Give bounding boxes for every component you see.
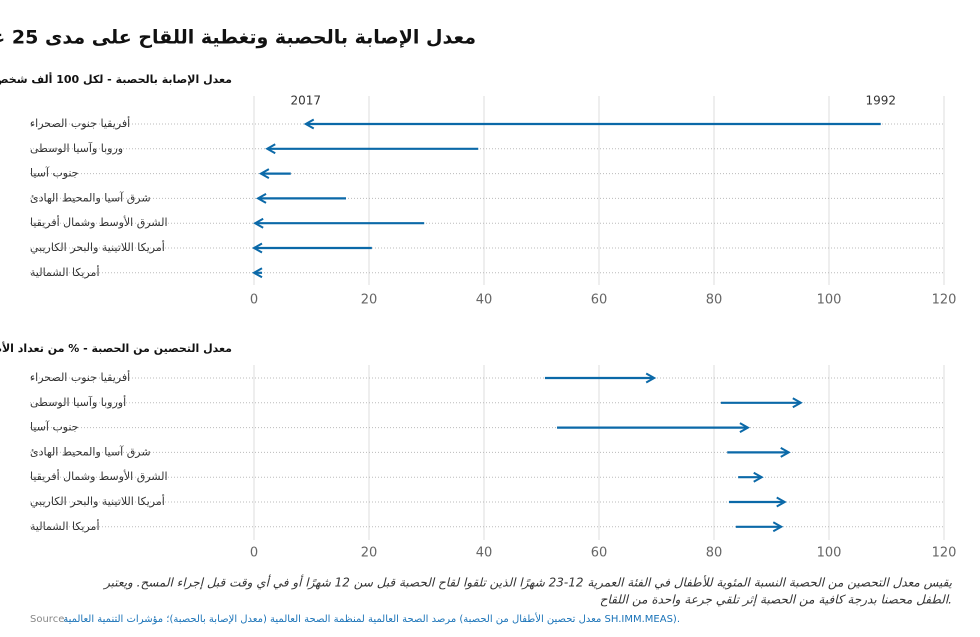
- arrow-head: [251, 242, 263, 254]
- arrow-head: [753, 471, 764, 483]
- x-tick-label: 0: [250, 546, 258, 561]
- category-label: أمريكا اللاتينية والبحر الكاريبي: [30, 494, 165, 508]
- category-label: أمريكا الشمالية: [30, 519, 100, 533]
- arrow-head: [772, 521, 784, 533]
- category-label: أفريقيا جنوب الصحراء: [30, 370, 130, 384]
- footnote: يقيس معدل التحصين من الحصبة النسبة المئو…: [102, 575, 953, 590]
- arrow-head: [265, 143, 276, 155]
- arrow-head: [780, 447, 791, 458]
- arrow-head: [258, 168, 270, 179]
- series-label: 1992: [865, 94, 896, 108]
- x-tick-label: 120: [932, 546, 957, 561]
- arrow-head: [253, 217, 264, 229]
- arrow-head: [776, 496, 787, 508]
- footnote: الطفل محصنا بدرجة كافية من الحصبة إثر تل…: [600, 593, 952, 607]
- category-label: وروبا وآسيا الوسطى: [30, 141, 123, 155]
- category-label: شرق آسيا والمحيط الهادئ: [30, 444, 151, 458]
- source-label: Source:: [30, 614, 68, 625]
- chart-subtitle: معدل الإصابة بالحصبة - لكل 100 ألف شخص: [0, 72, 232, 86]
- page-title: معدل الإصابة بالحصبة وتغطية اللقاح على م…: [0, 27, 476, 49]
- x-tick-label: 20: [361, 546, 378, 561]
- x-tick-label: 40: [476, 293, 493, 308]
- category-label: الشرق الأوسط وشمال أفريقيا: [30, 215, 168, 229]
- category-label: جنوب آسيا: [30, 420, 79, 434]
- series-label: 2017: [290, 94, 321, 108]
- category-label: شرق آسيا والمحيط الهادئ: [30, 190, 151, 204]
- arrow-head: [739, 422, 750, 433]
- category-label: جنوب آسيا: [30, 166, 79, 180]
- x-tick-label: 60: [591, 293, 608, 308]
- category-label: أمريكا الشمالية: [30, 265, 100, 279]
- x-tick-label: 60: [591, 546, 608, 561]
- x-tick-label: 0: [250, 293, 258, 308]
- x-tick-label: 120: [932, 293, 957, 308]
- arrow-head: [792, 397, 803, 409]
- arrow-head: [645, 372, 657, 384]
- category-label: الشرق الأوسط وشمال أفريقيا: [30, 469, 168, 483]
- x-tick-label: 100: [817, 293, 842, 308]
- category-label: أمريكا اللاتينية والبحر الكاريبي: [30, 240, 165, 254]
- x-tick-label: 80: [706, 293, 723, 308]
- category-label: أوروبا وآسيا الوسطى: [30, 395, 126, 409]
- category-label: أفريقيا جنوب الصحراء: [30, 116, 130, 130]
- x-tick-label: 100: [817, 546, 842, 561]
- chart-subtitle: معدل التحصين من الحصبة - % من تعداد الأط…: [0, 341, 232, 355]
- x-tick-label: 80: [706, 546, 723, 561]
- x-tick-label: 20: [361, 293, 378, 308]
- arrow-head: [303, 118, 315, 130]
- source-text[interactable]: مرصد الصحة العالمية لمنظمة الصحة العالمي…: [63, 612, 680, 625]
- x-tick-label: 40: [476, 546, 493, 561]
- arrow-head: [255, 193, 267, 204]
- arrow-head: [251, 267, 263, 279]
